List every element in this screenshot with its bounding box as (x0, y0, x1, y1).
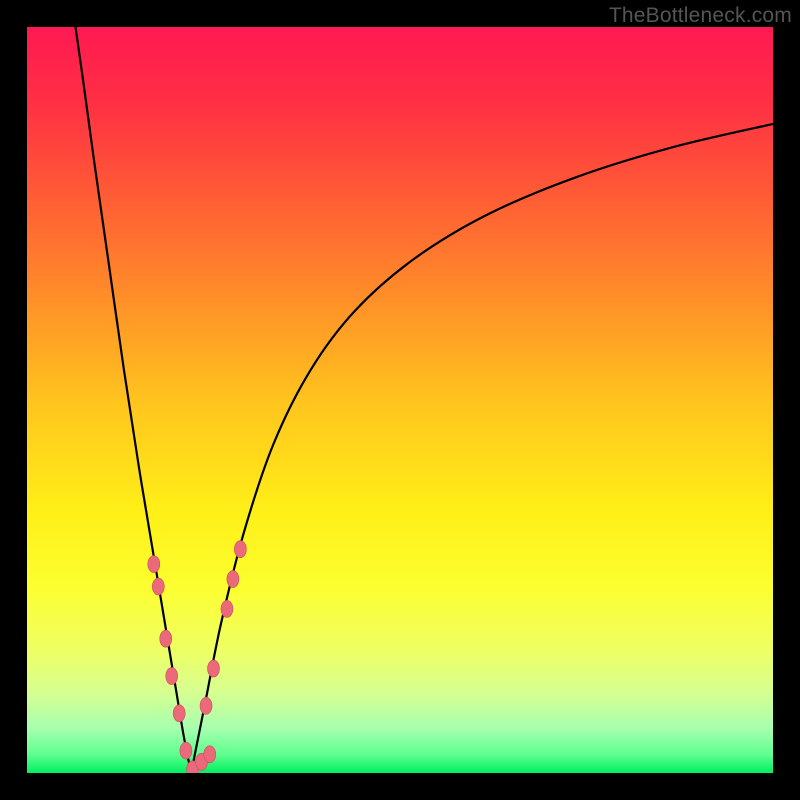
watermark-text: TheBottleneck.com (609, 4, 792, 28)
marker-point (152, 578, 164, 595)
marker-point (166, 668, 178, 685)
marker-point (227, 571, 239, 588)
marker-point (208, 660, 220, 677)
marker-point (180, 742, 192, 759)
marker-point (148, 556, 160, 573)
curve-right-branch (191, 124, 773, 773)
marker-point (221, 600, 233, 617)
marker-point (160, 630, 172, 647)
chart-container: TheBottleneck.com (0, 0, 800, 800)
marker-point (204, 746, 216, 763)
marker-point (200, 697, 212, 714)
marker-point (234, 541, 246, 558)
marker-point (173, 705, 185, 722)
plot-area (27, 27, 773, 773)
curve-overlay (27, 27, 773, 773)
curve-left-branch (75, 27, 191, 773)
